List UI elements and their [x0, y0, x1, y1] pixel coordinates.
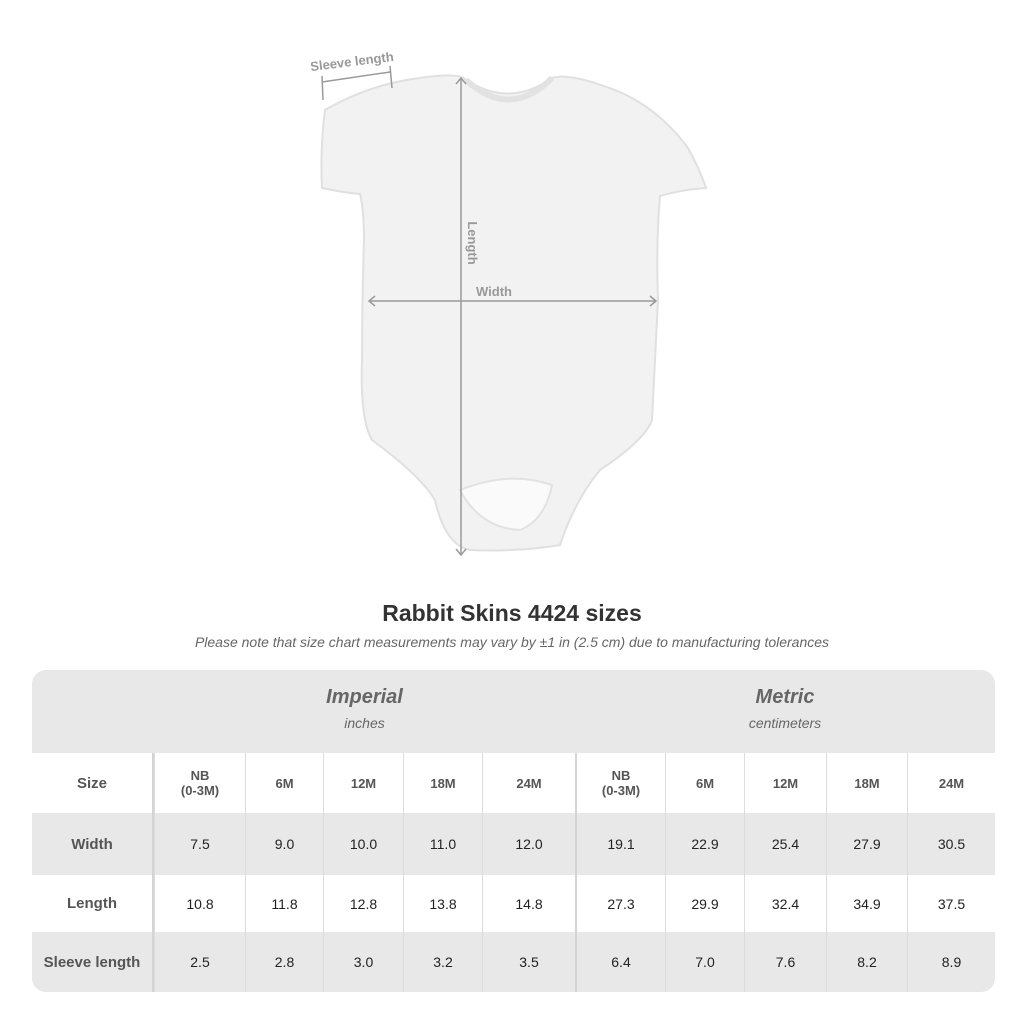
sleeve-measure-line [321, 71, 391, 83]
table-cell: 12M [744, 753, 826, 813]
table-row-length: Length 10.8 11.8 12.8 13.8 14.8 27.3 29.9 32.4 34… [32, 875, 995, 932]
row-label: Size [32, 753, 154, 813]
row-label: Width [32, 813, 154, 875]
table-cell: 6M [245, 753, 323, 813]
table-row-sleeve-length: Sleeve length 2.5 2.8 3.0 3.2 3.5 6.4 7.0 7.6 8.2… [32, 932, 995, 992]
table-cell: 6.4 [575, 932, 665, 992]
metric-group-header: Metric centimeters [575, 670, 995, 753]
table-cell: 9.0 [245, 813, 323, 875]
group-title: Metric [755, 686, 815, 708]
table-cell: 19.1 [575, 813, 665, 875]
row-label: Sleeve length [32, 932, 154, 992]
table-cell: 12M [323, 753, 403, 813]
sleeve-measure-tick [389, 65, 393, 89]
sleeve-measure-tick [321, 75, 324, 101]
table-row-width: Width 7.5 9.0 10.0 11.0 12.0 19.1 22.9 25.4 27.9 3… [32, 813, 995, 875]
table-cell: 10.0 [323, 813, 403, 875]
length-arrow-top [455, 76, 467, 85]
group-unit: centimeters [748, 715, 822, 731]
width-label: Width [476, 284, 512, 299]
table-cell: 13.8 [403, 875, 482, 932]
table-cell: 34.9 [826, 875, 907, 932]
table-cell: 7.0 [665, 932, 744, 992]
table-cell: 32.4 [744, 875, 826, 932]
table-cell: 8.9 [907, 932, 995, 992]
group-unit: inches [344, 715, 385, 731]
table-cell: 27.3 [575, 875, 665, 932]
table-cell: 14.8 [482, 875, 575, 932]
table-cell: 11.0 [403, 813, 482, 875]
length-arrow-bottom [455, 548, 467, 557]
table-cell: NB (0-3M) [575, 753, 665, 813]
row-label: Length [32, 875, 154, 932]
width-arrow-right [649, 295, 658, 307]
onesie-image [320, 74, 708, 552]
table-cell: 27.9 [826, 813, 907, 875]
size-header-row: Size NB (0-3M) 6M 12M 18M 24M NB (0-3M) 6M 12M 18… [32, 753, 995, 813]
table-cell: 37.5 [907, 875, 995, 932]
table-cell: 6M [665, 753, 744, 813]
table-cell: 11.8 [245, 875, 323, 932]
table-cell: 3.2 [403, 932, 482, 992]
sleeve-length-label: Sleeve length [309, 49, 394, 74]
tolerance-note: Please note that size chart measurements… [194, 634, 830, 650]
table-cell: 30.5 [907, 813, 995, 875]
table-cell: 18M [826, 753, 907, 813]
table-cell: 22.9 [665, 813, 744, 875]
imperial-group-header: Imperial inches [154, 670, 575, 753]
table-cell: 8.2 [826, 932, 907, 992]
table-cell: 24M [907, 753, 995, 813]
table-cell: 12.0 [482, 813, 575, 875]
table-cell: 12.8 [323, 875, 403, 932]
snap-flap [458, 477, 554, 532]
width-arrow-left [367, 295, 376, 307]
table-cell: 2.8 [245, 932, 323, 992]
table-cell: 7.6 [744, 932, 826, 992]
table-cell: NB (0-3M) [154, 753, 245, 813]
table-cell: 7.5 [154, 813, 245, 875]
group-title: Imperial [326, 686, 403, 708]
neckline [463, 75, 555, 103]
table-cell: 10.8 [154, 875, 245, 932]
table-cell: 3.5 [482, 932, 575, 992]
length-label: Length [465, 221, 480, 264]
size-table: Imperial inches Metric centimeters Size N… [32, 670, 995, 992]
table-cell: 29.9 [665, 875, 744, 932]
table-cell: 2.5 [154, 932, 245, 992]
table-cell: 25.4 [744, 813, 826, 875]
table-cell: 24M [482, 753, 575, 813]
page-title: Rabbit Skins 4424 sizes [382, 600, 642, 626]
table-cell: 3.0 [323, 932, 403, 992]
table-cell: 18M [403, 753, 482, 813]
onesie-diagram: Sleeve length Length Width [309, 49, 708, 557]
